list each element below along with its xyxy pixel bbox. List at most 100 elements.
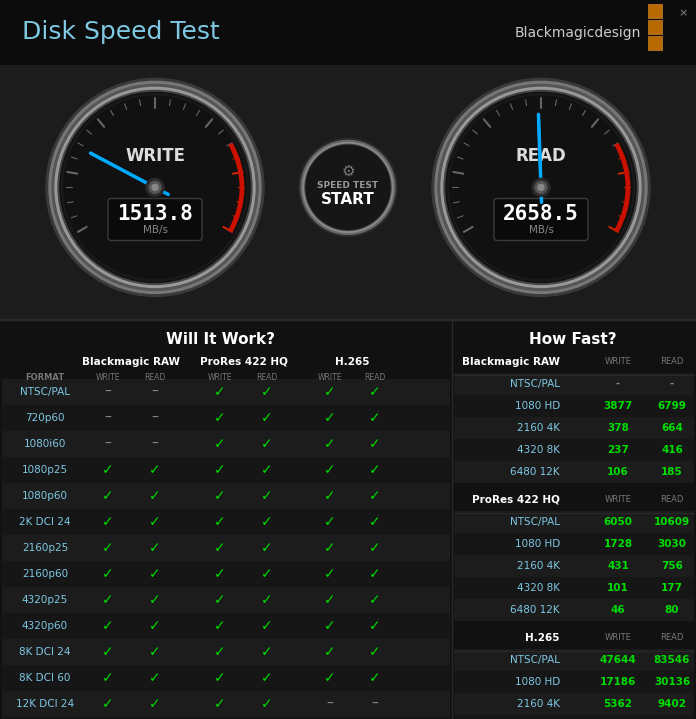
FancyBboxPatch shape <box>0 65 696 320</box>
Circle shape <box>49 81 261 293</box>
FancyBboxPatch shape <box>2 509 450 535</box>
Text: –: – <box>152 411 159 425</box>
Text: ✓: ✓ <box>102 489 114 503</box>
Text: WRITE: WRITE <box>605 357 631 367</box>
Circle shape <box>60 93 250 283</box>
FancyBboxPatch shape <box>2 587 450 613</box>
Text: ✓: ✓ <box>102 697 114 711</box>
FancyBboxPatch shape <box>108 198 202 240</box>
Text: 1080p25: 1080p25 <box>22 465 68 475</box>
Text: MB/s: MB/s <box>528 224 553 234</box>
FancyBboxPatch shape <box>454 671 694 693</box>
Text: READ: READ <box>256 373 278 383</box>
Text: ✓: ✓ <box>214 385 226 399</box>
FancyBboxPatch shape <box>454 439 694 461</box>
Text: ✓: ✓ <box>324 463 335 477</box>
FancyBboxPatch shape <box>2 561 450 587</box>
Text: 83546: 83546 <box>654 655 690 665</box>
Circle shape <box>532 178 550 196</box>
Text: ✓: ✓ <box>149 463 161 477</box>
Text: H.265: H.265 <box>335 357 370 367</box>
Text: ✓: ✓ <box>369 541 381 555</box>
Text: 12K DCI 24: 12K DCI 24 <box>16 699 74 709</box>
Text: ✓: ✓ <box>102 515 114 529</box>
Text: WRITE: WRITE <box>605 633 631 643</box>
Text: 2160 4K: 2160 4K <box>517 561 560 571</box>
Text: ✓: ✓ <box>149 541 161 555</box>
Text: ✓: ✓ <box>149 515 161 529</box>
Text: ✓: ✓ <box>149 619 161 633</box>
Circle shape <box>435 81 647 293</box>
Text: ✓: ✓ <box>324 671 335 685</box>
Text: 101: 101 <box>607 583 629 593</box>
FancyBboxPatch shape <box>454 555 694 577</box>
Text: 6480 12K: 6480 12K <box>510 605 560 615</box>
Text: ✓: ✓ <box>261 645 273 659</box>
Text: -: - <box>670 379 674 389</box>
FancyBboxPatch shape <box>0 0 696 65</box>
FancyBboxPatch shape <box>454 599 694 621</box>
Text: START: START <box>321 192 375 207</box>
Text: ✓: ✓ <box>324 489 335 503</box>
FancyBboxPatch shape <box>2 613 450 639</box>
Text: ✓: ✓ <box>214 619 226 633</box>
Text: ✓: ✓ <box>149 567 161 581</box>
Text: 4320 8K: 4320 8K <box>517 583 560 593</box>
FancyBboxPatch shape <box>2 457 450 483</box>
Text: ✓: ✓ <box>214 463 226 477</box>
Text: ✓: ✓ <box>324 385 335 399</box>
Text: SPEED TEST: SPEED TEST <box>317 181 379 190</box>
Text: Blackmagic RAW: Blackmagic RAW <box>462 357 560 367</box>
Text: ✓: ✓ <box>102 593 114 607</box>
Text: –: – <box>104 411 111 425</box>
Text: 177: 177 <box>661 583 683 593</box>
Text: 6050: 6050 <box>603 517 633 527</box>
Text: –: – <box>152 385 159 399</box>
FancyBboxPatch shape <box>454 511 694 533</box>
FancyBboxPatch shape <box>0 320 696 719</box>
FancyBboxPatch shape <box>454 649 694 671</box>
Text: ✓: ✓ <box>102 645 114 659</box>
Text: ✓: ✓ <box>149 489 161 503</box>
Text: 664: 664 <box>661 423 683 433</box>
FancyBboxPatch shape <box>2 483 450 509</box>
Text: ✓: ✓ <box>324 437 335 451</box>
Text: 1513.8: 1513.8 <box>117 203 193 224</box>
Text: 17186: 17186 <box>600 677 636 687</box>
Text: ✓: ✓ <box>324 541 335 555</box>
Text: 185: 185 <box>661 467 683 477</box>
Text: –: – <box>152 437 159 451</box>
FancyBboxPatch shape <box>454 693 694 715</box>
Circle shape <box>303 142 393 232</box>
Text: NTSC/PAL: NTSC/PAL <box>20 387 70 397</box>
Text: ✓: ✓ <box>261 619 273 633</box>
Text: ✓: ✓ <box>214 437 226 451</box>
Text: ✓: ✓ <box>369 619 381 633</box>
Text: ✓: ✓ <box>261 463 273 477</box>
Text: ✓: ✓ <box>214 697 226 711</box>
Text: ✓: ✓ <box>261 697 273 711</box>
Text: ✓: ✓ <box>324 515 335 529</box>
Text: ✓: ✓ <box>214 515 226 529</box>
Circle shape <box>305 145 391 230</box>
Circle shape <box>58 91 252 285</box>
Text: ✓: ✓ <box>214 541 226 555</box>
Circle shape <box>299 138 397 237</box>
Text: 2658.5: 2658.5 <box>503 203 579 224</box>
FancyBboxPatch shape <box>454 395 694 417</box>
Text: ✓: ✓ <box>369 645 381 659</box>
Text: ✓: ✓ <box>369 463 381 477</box>
Text: 6480 12K: 6480 12K <box>510 467 560 477</box>
Text: ✓: ✓ <box>102 567 114 581</box>
Text: READ: READ <box>144 373 166 383</box>
Text: ⚙: ⚙ <box>341 164 355 179</box>
Text: 4320 8K: 4320 8K <box>517 445 560 455</box>
Text: 1080 HD: 1080 HD <box>515 401 560 411</box>
Text: 10609: 10609 <box>654 517 690 527</box>
Text: 30136: 30136 <box>654 677 690 687</box>
FancyBboxPatch shape <box>2 535 450 561</box>
Text: Blackmagic RAW: Blackmagic RAW <box>83 357 180 367</box>
Text: READ: READ <box>365 373 386 383</box>
Text: 431: 431 <box>607 561 629 571</box>
FancyBboxPatch shape <box>494 198 588 240</box>
